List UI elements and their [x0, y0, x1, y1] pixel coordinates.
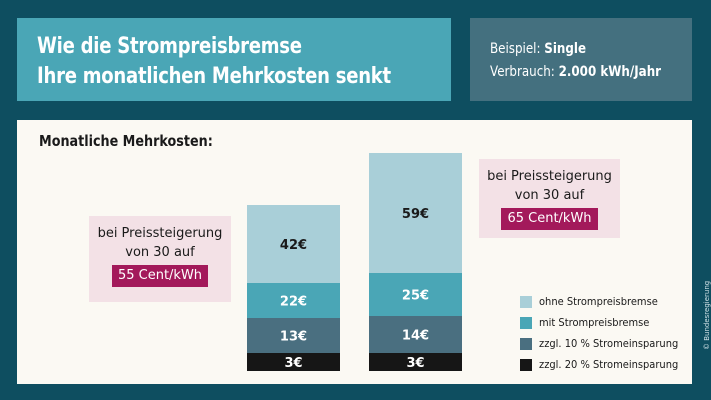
chart-panel: Monatliche Mehrkosten: 3€ 13€ 22€ 42€ 3€ 14€ 2… [17, 120, 692, 384]
example-line: Beispiel: Single [490, 38, 662, 61]
bar-segment [369, 153, 462, 273]
bar-value-label: 25€ [402, 289, 429, 304]
bar-value-label: 3€ [284, 356, 302, 371]
callout-line2: von 30 auf [514, 188, 585, 203]
bar-segment [369, 316, 462, 353]
price-callout-55: bei Preissteigerung von 30 auf 55 Cent/k… [89, 216, 231, 302]
bar-segment [247, 205, 340, 283]
legend-item: ohne Strompreisbremse [520, 292, 694, 311]
chart-legend: ohne Strompreisbremse mit Strompreisbrem… [520, 292, 694, 376]
example-value: Single [544, 41, 587, 57]
title-box: Wie die Strompreisbremse Ihre monatliche… [17, 18, 451, 101]
legend-label: ohne Strompreisbremse [539, 295, 658, 308]
chart-title: Monatliche Mehrkosten: [39, 132, 213, 150]
consumption-line: Verbrauch: 2.000 kWh/Jahr [490, 61, 662, 84]
legend-swatch [520, 316, 532, 329]
legend-item: zzgl. 10 % Stromeinsparung [520, 334, 694, 353]
copyright-credit: © Bundesregierung [703, 280, 711, 350]
callout-price: 55 Cent/kWh [111, 265, 209, 287]
callout-price: 65 Cent/kWh [501, 208, 598, 230]
bar-segment [247, 318, 340, 353]
legend-item: zzgl. 20 % Stromeinsparung [520, 355, 694, 374]
bar-segment [369, 273, 462, 316]
consumption-label: Verbrauch: [490, 64, 555, 80]
example-label: Beispiel: [490, 41, 541, 57]
price-callout-65: bei Preissteigerung von 30 auf 65 Cent/k… [479, 159, 620, 238]
bar-segment [247, 283, 340, 318]
stacked-bar-chart: 3€ 13€ 22€ 42€ 3€ 14€ 25€ 59€ [247, 153, 462, 371]
legend-label: zzgl. 20 % Stromeinsparung [539, 358, 679, 371]
legend-label: zzgl. 10 % Stromeinsparung [539, 337, 679, 350]
bar-value-label: 22€ [280, 295, 307, 310]
legend-swatch [520, 337, 532, 350]
bar-segment [247, 353, 340, 371]
bar-value-label: 13€ [280, 330, 307, 345]
consumption-value: 2.000 kWh/Jahr [558, 64, 662, 80]
bar-value-label: 42€ [280, 238, 307, 253]
example-box: Beispiel: Single Verbrauch: 2.000 kWh/Ja… [470, 18, 692, 101]
legend-swatch [520, 295, 532, 308]
bar-value-label: 14€ [402, 329, 429, 344]
bar-segment [369, 353, 462, 371]
title-line-1: Wie die Strompreisbremse [37, 34, 302, 59]
legend-item: mit Strompreisbremse [520, 313, 694, 332]
callout-line1: bei Preissteigerung [97, 226, 223, 241]
bar-value-label: 59€ [402, 207, 429, 222]
title-line-2: Ihre monatlichen Mehrkosten senkt [37, 64, 391, 89]
callout-line1: bei Preissteigerung [487, 169, 612, 184]
callout-line2: von 30 auf [125, 245, 195, 260]
legend-swatch [520, 358, 532, 371]
bar-value-label: 3€ [406, 356, 424, 371]
legend-label: mit Strompreisbremse [539, 316, 650, 329]
